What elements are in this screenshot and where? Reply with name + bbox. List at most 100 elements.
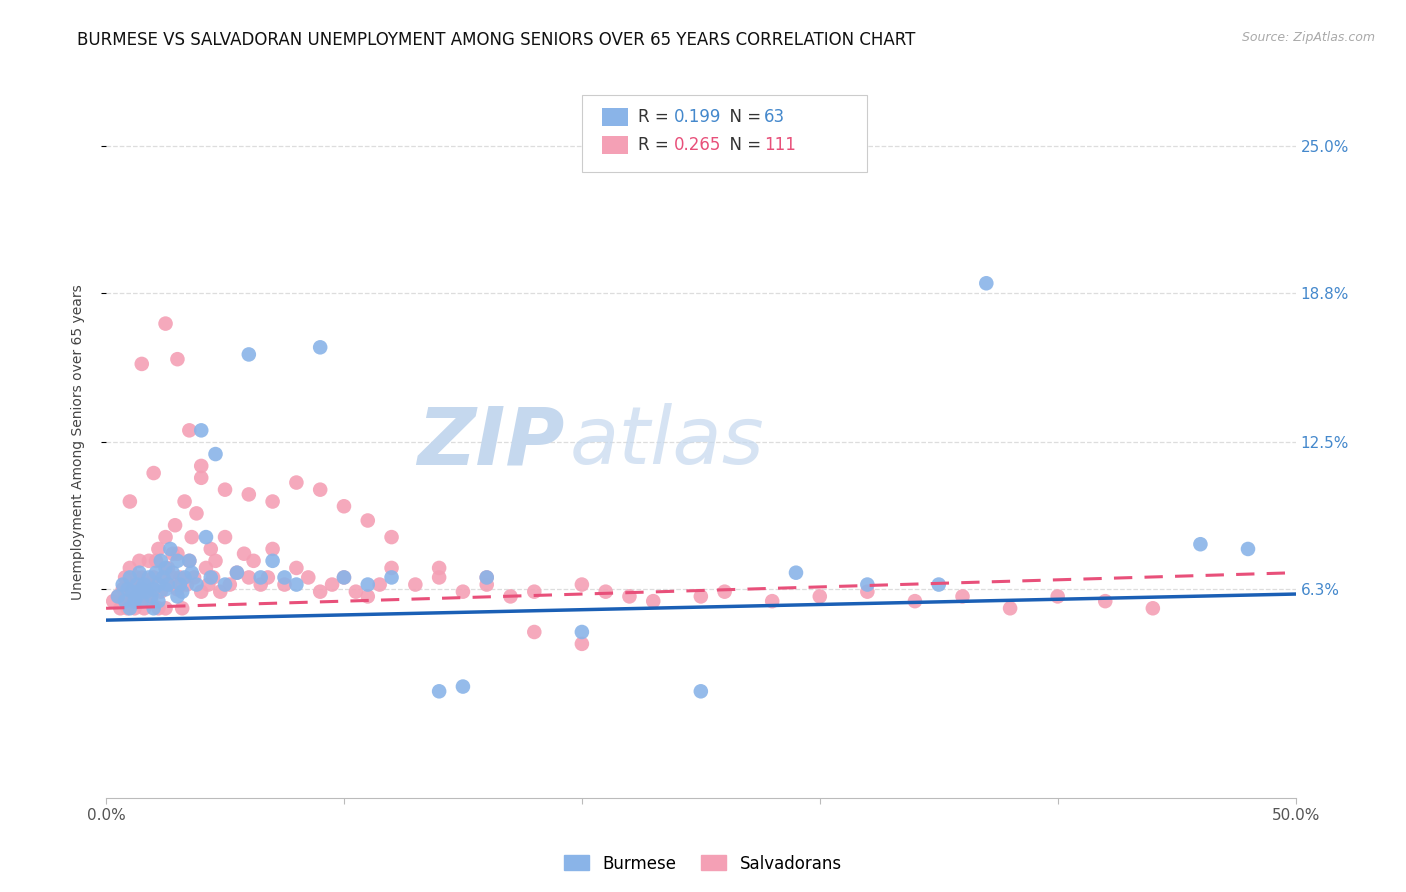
Point bbox=[218, 577, 240, 591]
Point bbox=[156, 577, 179, 591]
Point bbox=[128, 590, 150, 604]
Point bbox=[131, 570, 153, 584]
Point bbox=[1094, 594, 1116, 608]
Point bbox=[785, 566, 807, 580]
Text: R =: R = bbox=[638, 136, 673, 154]
Point bbox=[114, 570, 136, 584]
Point bbox=[475, 570, 498, 584]
Point bbox=[118, 570, 141, 584]
Point bbox=[155, 561, 177, 575]
Point bbox=[169, 577, 191, 591]
Point bbox=[138, 570, 160, 584]
Point bbox=[226, 566, 249, 580]
Point bbox=[249, 570, 271, 584]
Point bbox=[179, 554, 201, 568]
Text: ZIP: ZIP bbox=[416, 403, 564, 481]
Point bbox=[197, 577, 219, 591]
Point bbox=[856, 584, 879, 599]
Point bbox=[166, 352, 188, 367]
Point bbox=[333, 570, 356, 584]
Point bbox=[1142, 601, 1164, 615]
Point bbox=[186, 577, 208, 591]
Point bbox=[1237, 541, 1260, 556]
Point bbox=[380, 530, 402, 544]
Point bbox=[118, 594, 141, 608]
Point bbox=[273, 570, 295, 584]
Point bbox=[451, 680, 474, 694]
Point bbox=[172, 601, 194, 615]
Point bbox=[333, 500, 356, 514]
Point bbox=[165, 518, 187, 533]
Point bbox=[162, 566, 184, 580]
Point bbox=[523, 584, 546, 599]
Point bbox=[713, 584, 735, 599]
Point bbox=[195, 530, 218, 544]
Point bbox=[451, 584, 474, 599]
Point bbox=[204, 447, 226, 461]
Point bbox=[238, 347, 260, 361]
Point bbox=[380, 570, 402, 584]
Point bbox=[285, 475, 308, 490]
Point bbox=[135, 584, 157, 599]
Point bbox=[111, 582, 134, 597]
Text: 111: 111 bbox=[763, 136, 796, 154]
Point bbox=[595, 584, 617, 599]
Point bbox=[357, 590, 380, 604]
Point bbox=[145, 566, 167, 580]
Point bbox=[309, 483, 332, 497]
Point bbox=[180, 530, 202, 544]
Point bbox=[125, 577, 148, 591]
Point bbox=[273, 577, 295, 591]
Point bbox=[118, 601, 141, 615]
Point bbox=[125, 590, 148, 604]
Point bbox=[344, 584, 367, 599]
Point bbox=[571, 625, 593, 640]
Point bbox=[380, 561, 402, 575]
Point bbox=[309, 584, 332, 599]
Point bbox=[152, 570, 174, 584]
Point bbox=[209, 584, 232, 599]
Point bbox=[149, 554, 172, 568]
Point bbox=[162, 570, 184, 584]
Point bbox=[155, 317, 177, 331]
Point bbox=[619, 590, 641, 604]
Point bbox=[297, 570, 319, 584]
Point bbox=[238, 487, 260, 501]
Point bbox=[404, 577, 426, 591]
Point bbox=[190, 471, 212, 485]
Point bbox=[190, 423, 212, 437]
Point bbox=[427, 561, 450, 575]
Point bbox=[976, 277, 998, 291]
Point bbox=[152, 570, 174, 584]
Point bbox=[204, 554, 226, 568]
Point bbox=[134, 577, 156, 591]
Text: N =: N = bbox=[718, 108, 766, 126]
Point bbox=[142, 601, 165, 615]
Point bbox=[249, 577, 271, 591]
Point bbox=[141, 594, 163, 608]
Point bbox=[904, 594, 927, 608]
Text: 0.199: 0.199 bbox=[673, 108, 721, 126]
Point bbox=[128, 554, 150, 568]
Point bbox=[134, 601, 156, 615]
Point bbox=[643, 594, 665, 608]
Text: BURMESE VS SALVADORAN UNEMPLOYMENT AMONG SENIORS OVER 65 YEARS CORRELATION CHART: BURMESE VS SALVADORAN UNEMPLOYMENT AMONG… bbox=[77, 31, 915, 49]
Point bbox=[928, 577, 950, 591]
Point bbox=[571, 577, 593, 591]
Point bbox=[1189, 537, 1212, 551]
Point bbox=[856, 577, 879, 591]
Point bbox=[761, 594, 783, 608]
Point bbox=[121, 582, 143, 597]
Y-axis label: Unemployment Among Seniors over 65 years: Unemployment Among Seniors over 65 years bbox=[72, 285, 86, 600]
Point bbox=[238, 570, 260, 584]
Point bbox=[321, 577, 343, 591]
Point bbox=[808, 590, 831, 604]
Point bbox=[242, 554, 264, 568]
FancyBboxPatch shape bbox=[602, 136, 628, 154]
Point bbox=[142, 582, 165, 597]
Text: N =: N = bbox=[718, 136, 766, 154]
Point bbox=[357, 514, 380, 528]
Legend: Burmese, Salvadorans: Burmese, Salvadorans bbox=[557, 848, 849, 880]
Point bbox=[125, 570, 148, 584]
Point bbox=[142, 466, 165, 480]
